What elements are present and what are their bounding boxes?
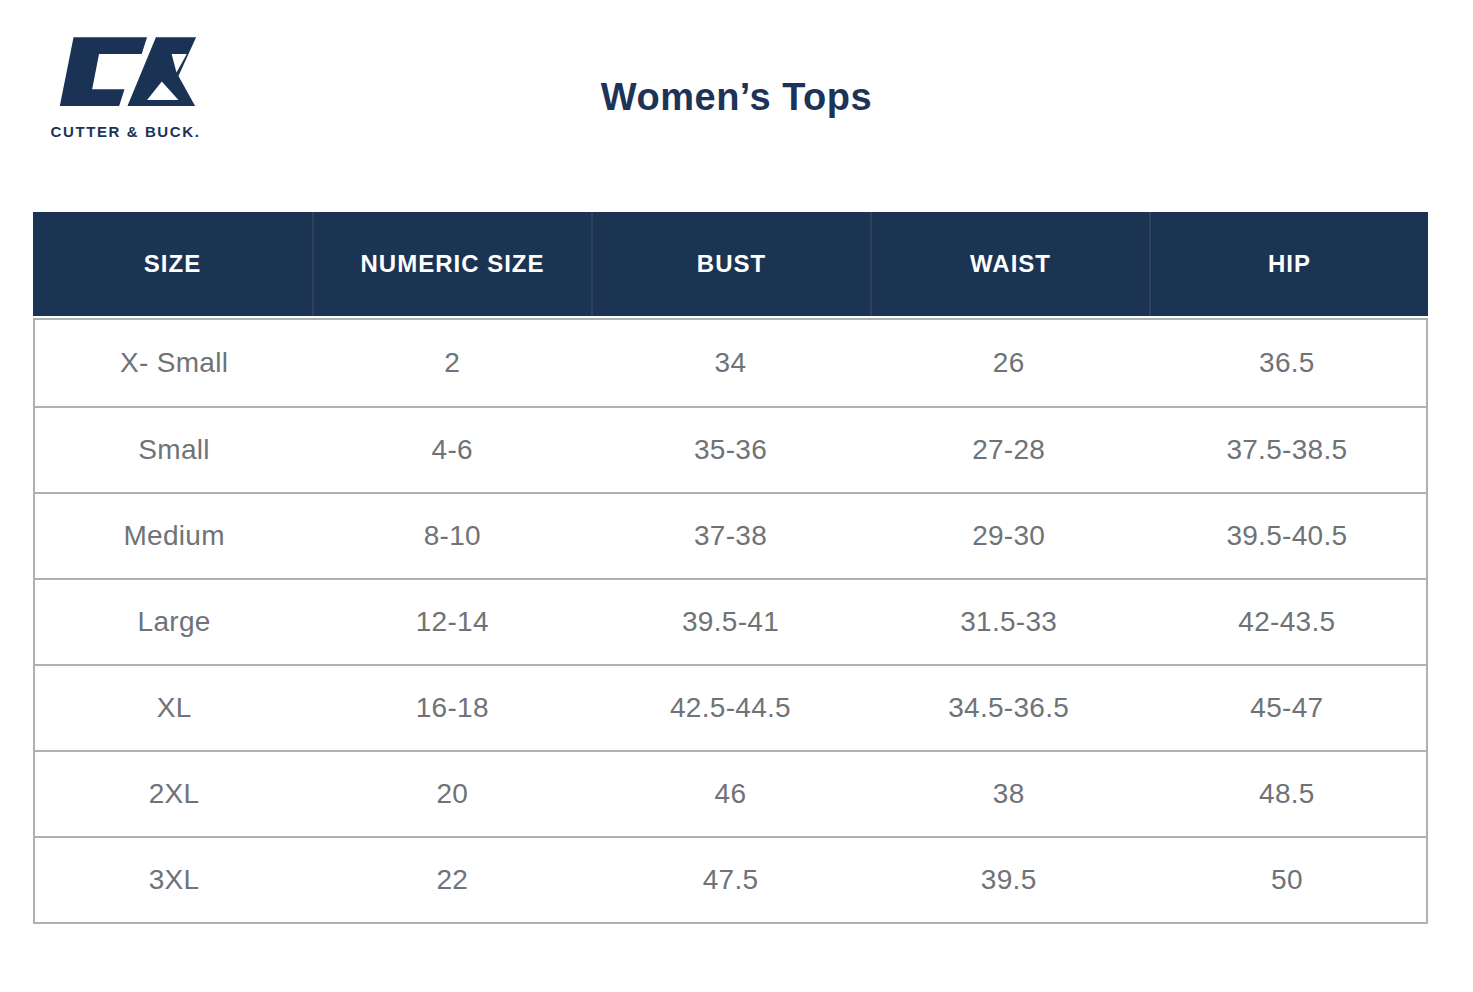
table-body: X- Small2342636.5Small4-635-3627-2837.5-… <box>33 318 1428 924</box>
table-cell: 2 <box>313 347 591 379</box>
table-cell: 37-38 <box>591 520 869 552</box>
table-row: 2XL20463848.5 <box>35 750 1426 836</box>
table-cell: 35-36 <box>591 434 869 466</box>
table-cell: 2XL <box>35 778 313 810</box>
table-cell: 16-18 <box>313 692 591 724</box>
column-header-hip: HIP <box>1149 212 1428 316</box>
table-cell: 46 <box>591 778 869 810</box>
table-cell: 34 <box>591 347 869 379</box>
table-cell: 37.5-38.5 <box>1148 434 1426 466</box>
table-cell: 45-47 <box>1148 692 1426 724</box>
table-cell: 39.5 <box>870 864 1148 896</box>
table-cell: 29-30 <box>870 520 1148 552</box>
page-title: Women’s Tops <box>0 76 1473 119</box>
column-header-size: SIZE <box>33 212 312 316</box>
table-cell: 42-43.5 <box>1148 606 1426 638</box>
column-header-numeric-size: NUMERIC SIZE <box>312 212 591 316</box>
table-row: 3XL2247.539.550 <box>35 836 1426 922</box>
table-header-row: SIZE NUMERIC SIZE BUST WAIST HIP <box>33 212 1428 316</box>
table-cell: 39.5-40.5 <box>1148 520 1426 552</box>
table-cell: 42.5-44.5 <box>591 692 869 724</box>
brand-wordmark: CUTTER & BUCK. <box>48 123 203 140</box>
table-cell: X- Small <box>35 347 313 379</box>
size-chart-table: SIZE NUMERIC SIZE BUST WAIST HIP X- Smal… <box>33 212 1428 924</box>
table-cell: 39.5-41 <box>591 606 869 638</box>
table-cell: 26 <box>870 347 1148 379</box>
table-cell: 31.5-33 <box>870 606 1148 638</box>
table-cell: Small <box>35 434 313 466</box>
table-cell: XL <box>35 692 313 724</box>
table-cell: 47.5 <box>591 864 869 896</box>
table-row: Medium8-1037-3829-3039.5-40.5 <box>35 492 1426 578</box>
table-cell: Large <box>35 606 313 638</box>
table-cell: 3XL <box>35 864 313 896</box>
table-cell: 4-6 <box>313 434 591 466</box>
column-header-waist: WAIST <box>870 212 1149 316</box>
table-cell: 34.5-36.5 <box>870 692 1148 724</box>
table-cell: 36.5 <box>1148 347 1426 379</box>
table-cell: 27-28 <box>870 434 1148 466</box>
table-row: Large12-1439.5-4131.5-3342-43.5 <box>35 578 1426 664</box>
table-cell: 8-10 <box>313 520 591 552</box>
column-header-bust: BUST <box>591 212 870 316</box>
table-cell: 50 <box>1148 864 1426 896</box>
table-cell: Medium <box>35 520 313 552</box>
table-row: X- Small2342636.5 <box>35 320 1426 406</box>
table-cell: 12-14 <box>313 606 591 638</box>
table-cell: 38 <box>870 778 1148 810</box>
table-cell: 22 <box>313 864 591 896</box>
table-cell: 20 <box>313 778 591 810</box>
table-row: XL16-1842.5-44.534.5-36.545-47 <box>35 664 1426 750</box>
table-cell: 48.5 <box>1148 778 1426 810</box>
table-row: Small4-635-3627-2837.5-38.5 <box>35 406 1426 492</box>
